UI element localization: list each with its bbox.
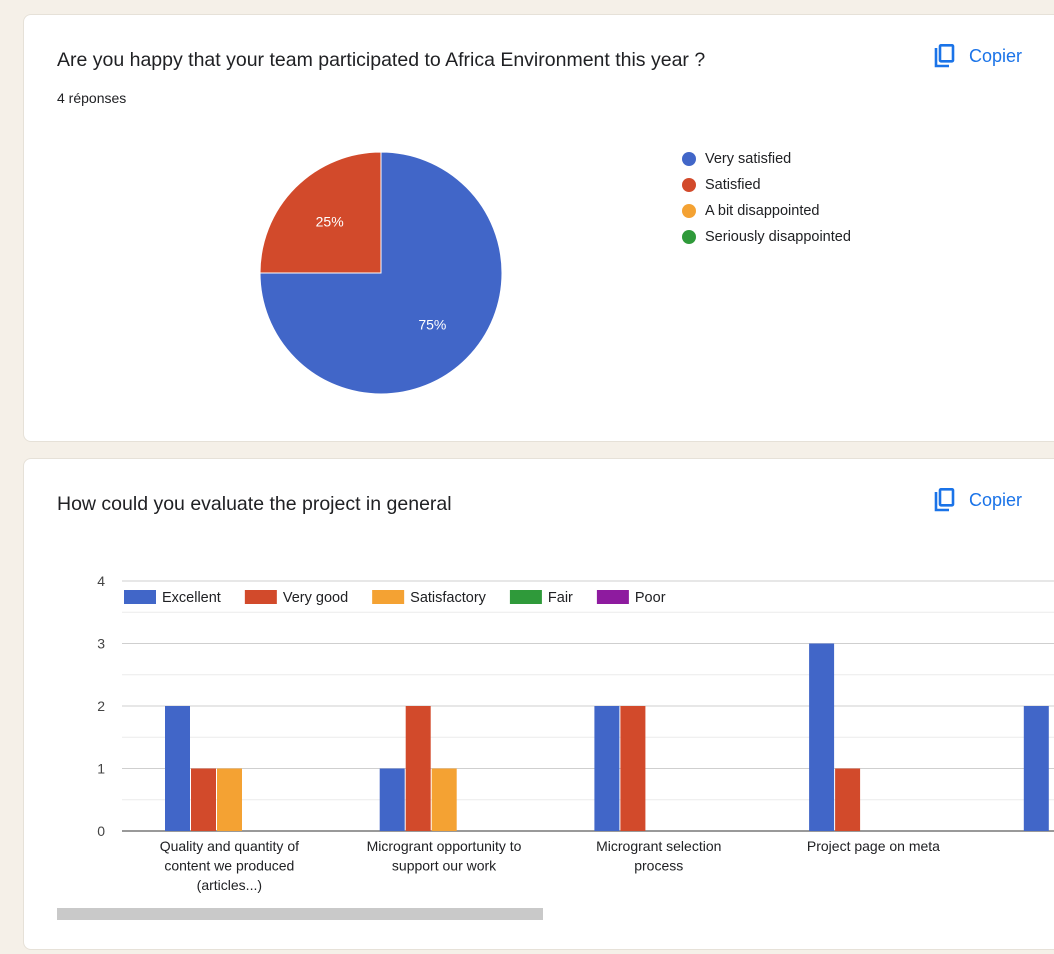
legend-swatch <box>682 152 696 166</box>
bar <box>1023 706 1049 831</box>
legend-label: Seriously disappointed <box>705 229 851 245</box>
legend-item: A bit disappointed <box>682 203 819 219</box>
x-tick-label: content we produced <box>164 858 294 874</box>
bar <box>620 706 646 831</box>
legend-label: Very satisfied <box>705 151 792 167</box>
copy-icon <box>933 44 955 68</box>
pie-chart: 75% 25% <box>259 151 503 395</box>
legend-swatch <box>124 590 156 604</box>
x-tick-label: process <box>634 858 683 874</box>
x-tick-label: support our work <box>392 858 497 874</box>
legend-swatch <box>509 590 542 604</box>
bar <box>165 706 190 831</box>
x-tick-label: Project page on meta <box>807 838 940 854</box>
copy-label: Copier <box>968 45 1022 66</box>
legend-label: Poor <box>635 590 666 606</box>
legend-swatch <box>372 590 405 604</box>
question-title: How could you evaluate the project in ge… <box>57 493 452 515</box>
legend-swatch <box>682 204 696 218</box>
horizontal-scrollbar[interactable] <box>57 908 543 920</box>
bar <box>809 643 835 831</box>
y-tick-label: 0 <box>97 823 105 839</box>
bar <box>191 768 216 831</box>
copy-button[interactable]: Copier <box>933 44 1022 68</box>
bar <box>379 768 405 831</box>
bar <box>217 768 242 831</box>
legend-item: Satisfied <box>682 177 761 193</box>
bar <box>431 768 457 831</box>
pie-slice-label: 25% <box>316 214 344 230</box>
bar <box>405 706 431 831</box>
legend-item: Very satisfied <box>682 151 791 167</box>
question-card-evaluate: How could you evaluate the project in ge… <box>23 458 1054 950</box>
y-tick-label: 1 <box>97 761 105 777</box>
legend-swatch <box>244 590 277 604</box>
response-count: 4 réponses <box>57 90 127 106</box>
legend-swatch <box>682 230 696 244</box>
bar <box>835 768 861 831</box>
legend-swatch <box>682 178 696 192</box>
question-title: Are you happy that your team participate… <box>57 49 706 71</box>
x-tick-label: Quality and quantity of <box>160 838 299 854</box>
legend-label: A bit disappointed <box>705 203 820 219</box>
bar <box>594 706 620 831</box>
y-tick-label: 3 <box>97 636 105 652</box>
x-tick-label: Microgrant opportunity to <box>367 838 522 854</box>
pie-slice <box>259 151 382 274</box>
copy-icon <box>933 488 955 512</box>
x-tick-label: Microgrant selection <box>596 838 721 854</box>
legend-item: Seriously disappointed <box>682 229 851 245</box>
y-tick-label: 2 <box>97 698 105 714</box>
legend-label: Satisfied <box>705 177 761 193</box>
pie-slice-label: 75% <box>418 316 446 332</box>
legend-label: Satisfactory <box>410 590 486 606</box>
copy-button[interactable]: Copier <box>933 488 1022 512</box>
y-tick-label: 4 <box>97 573 105 589</box>
legend-label: Excellent <box>162 590 221 606</box>
legend-label: Very good <box>283 590 348 606</box>
legend-swatch <box>596 590 629 604</box>
question-card-happy: Are you happy that your team participate… <box>23 14 1054 442</box>
x-tick-label: (articles...) <box>197 877 262 893</box>
legend-label: Fair <box>548 590 573 606</box>
bar-chart: 0 1 2 3 4 Quality and quantity of content we p… <box>97 573 1054 893</box>
copy-label: Copier <box>968 489 1022 510</box>
